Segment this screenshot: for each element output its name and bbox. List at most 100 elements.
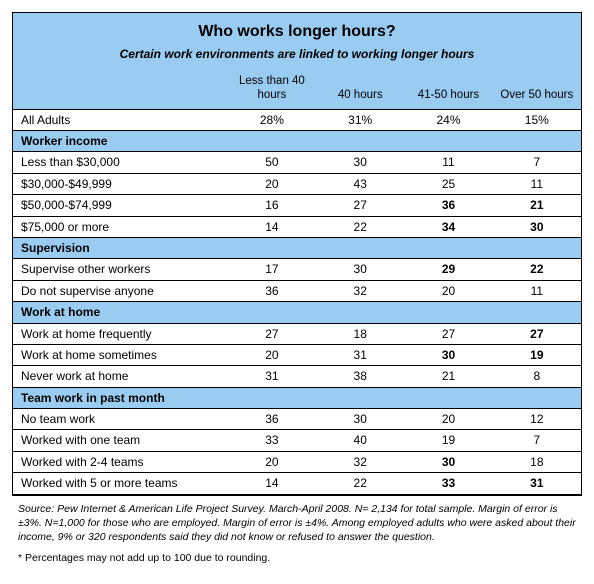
row-label: Work at home sometimes [13, 344, 228, 365]
section-header-row: Team work in past month [13, 387, 581, 408]
cell-value: 30 [316, 259, 404, 280]
cell-value: 33 [228, 430, 316, 451]
table-row: Supervise other workers17302922 [13, 259, 581, 280]
cell-value: 28% [228, 109, 316, 130]
section-label: Supervision [13, 237, 581, 258]
row-label: No team work [13, 409, 228, 430]
section-header-row: Work at home [13, 302, 581, 323]
panel-title: Who works longer hours? [13, 13, 581, 43]
table-row: $30,000-$49,99920432511 [13, 173, 581, 194]
cell-value: 31 [493, 473, 581, 494]
cell-value: 19 [404, 430, 492, 451]
cell-value: 30 [316, 152, 404, 173]
cell-value: 16 [228, 195, 316, 216]
table-row: Work at home sometimes20313019 [13, 344, 581, 365]
hours-table: Less than 40 hours 40 hours 41-50 hours … [13, 71, 581, 495]
cell-value: 21 [404, 366, 492, 387]
cell-value: 20 [228, 451, 316, 472]
table-row: Work at home frequently27182727 [13, 323, 581, 344]
cell-value: 12 [493, 409, 581, 430]
cell-value: 15% [493, 109, 581, 130]
row-label: Supervise other workers [13, 259, 228, 280]
rounding-footnote: * Percentages may not add up to 100 due … [12, 546, 582, 572]
table-panel: Who works longer hours? Certain work env… [12, 12, 582, 496]
row-label: Do not supervise anyone [13, 280, 228, 301]
cell-value: 27 [316, 195, 404, 216]
cell-value: 36 [228, 409, 316, 430]
cell-value: 43 [316, 173, 404, 194]
col-gt50: Over 50 hours [493, 71, 581, 109]
row-label: Worked with 2-4 teams [13, 451, 228, 472]
cell-value: 19 [493, 344, 581, 365]
col-lt40: Less than 40 hours [228, 71, 316, 109]
table-row: All Adults28%31%24%15% [13, 109, 581, 130]
table-row: No team work36302012 [13, 409, 581, 430]
cell-value: 30 [404, 451, 492, 472]
table-row: Worked with 2-4 teams20323018 [13, 451, 581, 472]
col-blank [13, 71, 228, 109]
cell-value: 32 [316, 280, 404, 301]
cell-value: 11 [493, 173, 581, 194]
cell-value: 18 [316, 323, 404, 344]
col-40: 40 hours [316, 71, 404, 109]
cell-value: 22 [316, 216, 404, 237]
cell-value: 31 [228, 366, 316, 387]
source-footnote: Source: Pew Internet & American Life Pro… [12, 496, 582, 547]
cell-value: 30 [316, 409, 404, 430]
row-label: $30,000-$49,999 [13, 173, 228, 194]
row-label: Less than $30,000 [13, 152, 228, 173]
section-label: Team work in past month [13, 387, 581, 408]
cell-value: 7 [493, 152, 581, 173]
section-label: Work at home [13, 302, 581, 323]
cell-value: 20 [228, 344, 316, 365]
cell-value: 22 [316, 473, 404, 494]
cell-value: 18 [493, 451, 581, 472]
cell-value: 33 [404, 473, 492, 494]
cell-value: 36 [404, 195, 492, 216]
table-row: Less than $30,0005030117 [13, 152, 581, 173]
cell-value: 27 [404, 323, 492, 344]
cell-value: 40 [316, 430, 404, 451]
row-label: All Adults [13, 109, 228, 130]
cell-value: 29 [404, 259, 492, 280]
table-row: $50,000-$74,99916273621 [13, 195, 581, 216]
cell-value: 14 [228, 216, 316, 237]
section-header-row: Supervision [13, 237, 581, 258]
cell-value: 20 [404, 280, 492, 301]
cell-value: 31% [316, 109, 404, 130]
table-row: Never work at home3138218 [13, 366, 581, 387]
row-label: $50,000-$74,999 [13, 195, 228, 216]
cell-value: 30 [404, 344, 492, 365]
cell-value: 30 [493, 216, 581, 237]
section-header-row: Worker income [13, 130, 581, 151]
cell-value: 7 [493, 430, 581, 451]
col-41-50: 41-50 hours [404, 71, 492, 109]
cell-value: 8 [493, 366, 581, 387]
cell-value: 38 [316, 366, 404, 387]
cell-value: 20 [228, 173, 316, 194]
cell-value: 17 [228, 259, 316, 280]
cell-value: 50 [228, 152, 316, 173]
cell-value: 31 [316, 344, 404, 365]
row-label: Never work at home [13, 366, 228, 387]
row-label: $75,000 or more [13, 216, 228, 237]
row-label: Work at home frequently [13, 323, 228, 344]
cell-value: 25 [404, 173, 492, 194]
cell-value: 27 [228, 323, 316, 344]
cell-value: 27 [493, 323, 581, 344]
cell-value: 21 [493, 195, 581, 216]
cell-value: 11 [404, 152, 492, 173]
cell-value: 32 [316, 451, 404, 472]
table-row: $75,000 or more14223430 [13, 216, 581, 237]
row-label: Worked with 5 or more teams [13, 473, 228, 494]
table-row: Worked with 5 or more teams14223331 [13, 473, 581, 494]
panel-subtitle: Certain work environments are linked to … [13, 43, 581, 71]
column-headers: Less than 40 hours 40 hours 41-50 hours … [13, 71, 581, 109]
cell-value: 36 [228, 280, 316, 301]
cell-value: 24% [404, 109, 492, 130]
cell-value: 11 [493, 280, 581, 301]
cell-value: 34 [404, 216, 492, 237]
cell-value: 20 [404, 409, 492, 430]
row-label: Worked with one team [13, 430, 228, 451]
table-row: Worked with one team3340197 [13, 430, 581, 451]
